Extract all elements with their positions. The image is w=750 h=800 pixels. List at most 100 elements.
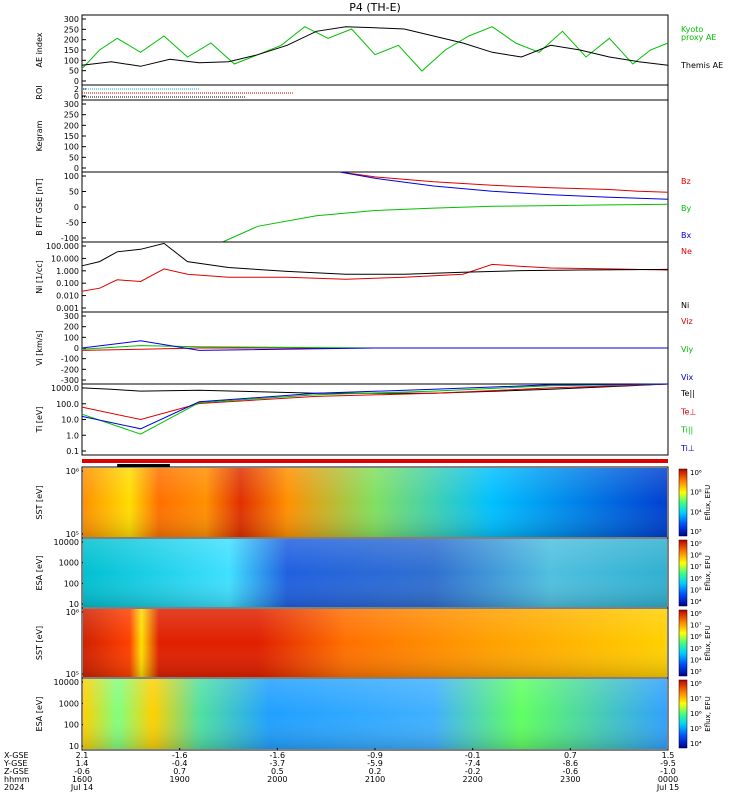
- panel-ae-series-KyotoproxyAE: [81, 26, 669, 72]
- panel-b-ytick: 0: [74, 203, 79, 212]
- panel-esa_e-cbar-tick: 10⁹: [690, 540, 702, 548]
- xaxis-row-0: X-GSE: [4, 751, 29, 760]
- panel-ae-ytick: 0: [74, 77, 79, 86]
- xaxis-tick-0-coord-0: 2.1: [76, 751, 89, 760]
- panel-ae-ytick: 50: [69, 67, 79, 76]
- panel-esa_i-ylabel: ESA [eV]: [35, 697, 44, 732]
- panel-t-ylabel: Ti [eV]: [35, 406, 44, 433]
- panel-sst_e-ytick: 10⁶: [66, 467, 79, 476]
- xaxis-tick-1-coord-2: 0.7: [173, 767, 186, 776]
- panel-kp-frame: [81, 99, 669, 173]
- panel-b-legend-2: Bx: [681, 231, 691, 240]
- xaxis-tick-0-time: 1600: [72, 775, 92, 784]
- panel-esa_e-cbar-tick: 10⁷: [690, 563, 702, 571]
- panel-sst_i-cbar-tick: 10⁴: [690, 656, 702, 664]
- panel-esa_e-ytick: 1000: [59, 559, 79, 568]
- panel-kp-ytick: 300: [64, 100, 79, 109]
- panel-t-legend-0: Te||: [680, 389, 695, 398]
- xaxis-tick-5-coord-2: -0.6: [563, 767, 579, 776]
- panel-n-series-Ne: [81, 263, 669, 292]
- panel-kp-ytick: 200: [64, 121, 79, 130]
- panel-roi-ytick: 0: [74, 92, 79, 101]
- ae-legend-themis: Themis AE: [680, 61, 723, 70]
- panel-esa_i-cbar-tick: 10⁸: [690, 680, 702, 688]
- panel-b-ytick: 50: [69, 188, 79, 197]
- panel-esa_e-ytick: 10000: [54, 538, 79, 547]
- panel-kp-ytick: 0: [74, 164, 79, 173]
- panel-v-legend-2: Vix: [681, 373, 694, 382]
- panel-esa_e-ytick: 100: [64, 579, 79, 588]
- xaxis-tick-4-coord-1: -7.4: [465, 759, 481, 768]
- panel-esa_i-ytick: 1000: [59, 699, 79, 708]
- panel-sst_i-cbar-tick: 10³: [690, 668, 702, 676]
- xaxis-row-2: Z-GSE: [4, 767, 29, 776]
- xaxis-tick-5-time: 2300: [560, 775, 580, 784]
- xaxis-tick-0-coord-1: 1.4: [76, 759, 89, 768]
- panel-ae-ytick: 200: [64, 36, 79, 45]
- panel-v-ytick: 200: [64, 323, 79, 332]
- panel-b-ytick: -50: [66, 219, 79, 228]
- xaxis-tick-6-coord-0: 1.5: [662, 751, 675, 760]
- panel-t-ytick: 1.0: [66, 431, 79, 440]
- panel-sst_e-ylabel: SST [eV]: [35, 485, 44, 519]
- panel-t-series-Te: [81, 383, 669, 421]
- panel-esa_e-cbar-tick: 10⁸: [690, 552, 702, 560]
- panel-ae-ytick: 100: [64, 56, 79, 65]
- panel-esa_e-cbar-label: Eflux, EFU: [704, 555, 712, 590]
- panel-kp-ytick: 50: [69, 153, 79, 162]
- panel-sst_e-ytick: 10⁵: [66, 530, 79, 539]
- panel-v-ytick: -100: [61, 355, 79, 364]
- xaxis-tick-2-coord-0: -1.6: [270, 751, 286, 760]
- panel-v-ylabel: Vi [km/s]: [35, 330, 44, 366]
- panel-t-ytick: 100.0: [56, 400, 79, 409]
- panel-t-series-Ti: [81, 383, 669, 430]
- xaxis-tick-2-coord-2: 0.5: [271, 767, 284, 776]
- panel-ae-ytick: 150: [64, 46, 79, 55]
- panel-t-legend-2: Ti||: [680, 426, 693, 435]
- panel-esa_e-cbar-tick: 10⁴: [690, 598, 702, 606]
- panel-sst_e-shading: [83, 468, 667, 537]
- panel-sst_i-ytick: 10⁶: [66, 608, 79, 617]
- panel-b-series-By: [222, 203, 669, 243]
- xaxis-tick-1-time: 1900: [169, 775, 189, 784]
- panel-n-ytick: 0.010: [56, 292, 79, 301]
- panel-kp-ylabel: Kegram: [35, 120, 44, 151]
- panel-t-legend-3: Ti⊥: [680, 444, 695, 453]
- panel-roi-ylabel: ROI: [35, 85, 44, 99]
- panel-n-ytick: 0.100: [56, 279, 79, 288]
- panel-roi-ytick: 2: [74, 85, 79, 94]
- xaxis-tick-4-time: 2200: [462, 775, 482, 784]
- panel-n-series-Ni: [81, 242, 669, 275]
- panel-t-ytick: 10.0: [61, 416, 79, 425]
- panel-esa_e-cbar-tick: 10⁵: [690, 586, 702, 594]
- panel-esa_e-ytick: 10: [69, 600, 79, 609]
- panel-n-ytick: 100.000: [46, 242, 79, 251]
- panel-sst_e-cbar-label: Eflux, EFU: [704, 485, 712, 520]
- xaxis-tick-5-coord-0: 0.7: [564, 751, 577, 760]
- panel-esa_e-cbar-tick: 10⁶: [690, 575, 702, 583]
- xaxis-tick-2-coord-1: -3.7: [270, 759, 286, 768]
- panel-t-series-Te: [81, 383, 669, 394]
- panel-sst_i-cbar-tick: 10⁵: [690, 645, 702, 653]
- panel-b-ytick: -100: [61, 234, 79, 243]
- panel-esa_i-colorbar: [678, 679, 688, 749]
- xaxis-tick-5-coord-1: -8.6: [563, 759, 579, 768]
- xaxis-tick-6-coord-1: -9.5: [660, 759, 676, 768]
- panel-sst_i-cbar-tick: 10⁶: [690, 633, 702, 641]
- panel-sst_i-cbar-label: Eflux, EFU: [704, 625, 712, 660]
- panel-t-legend-1: Te⊥: [680, 407, 696, 416]
- panel-n-ytick: 0.001: [56, 304, 79, 313]
- panel-v-ytick: -200: [61, 365, 79, 374]
- panel-b-frame: [81, 171, 669, 243]
- ae-legend-proxy: proxy AE: [681, 33, 716, 42]
- panel-b-series-Bx: [339, 171, 669, 200]
- panel-esa_i-cbar-label: Eflux, EFU: [704, 696, 712, 731]
- xaxis-row-4: 2024: [4, 783, 24, 792]
- panel-sst_i-cbar-tick: 10⁷: [690, 622, 702, 630]
- panel-t-ytick: 1000.0: [51, 384, 79, 393]
- panel-esa_i-cbar-tick: 10⁷: [690, 695, 702, 703]
- mode-bar-black: [117, 464, 170, 467]
- panel-sst_i-colorbar: [678, 609, 688, 677]
- panel-esa_i-cbar-tick: 10⁵: [690, 725, 702, 733]
- mode-bar-red: [82, 459, 668, 463]
